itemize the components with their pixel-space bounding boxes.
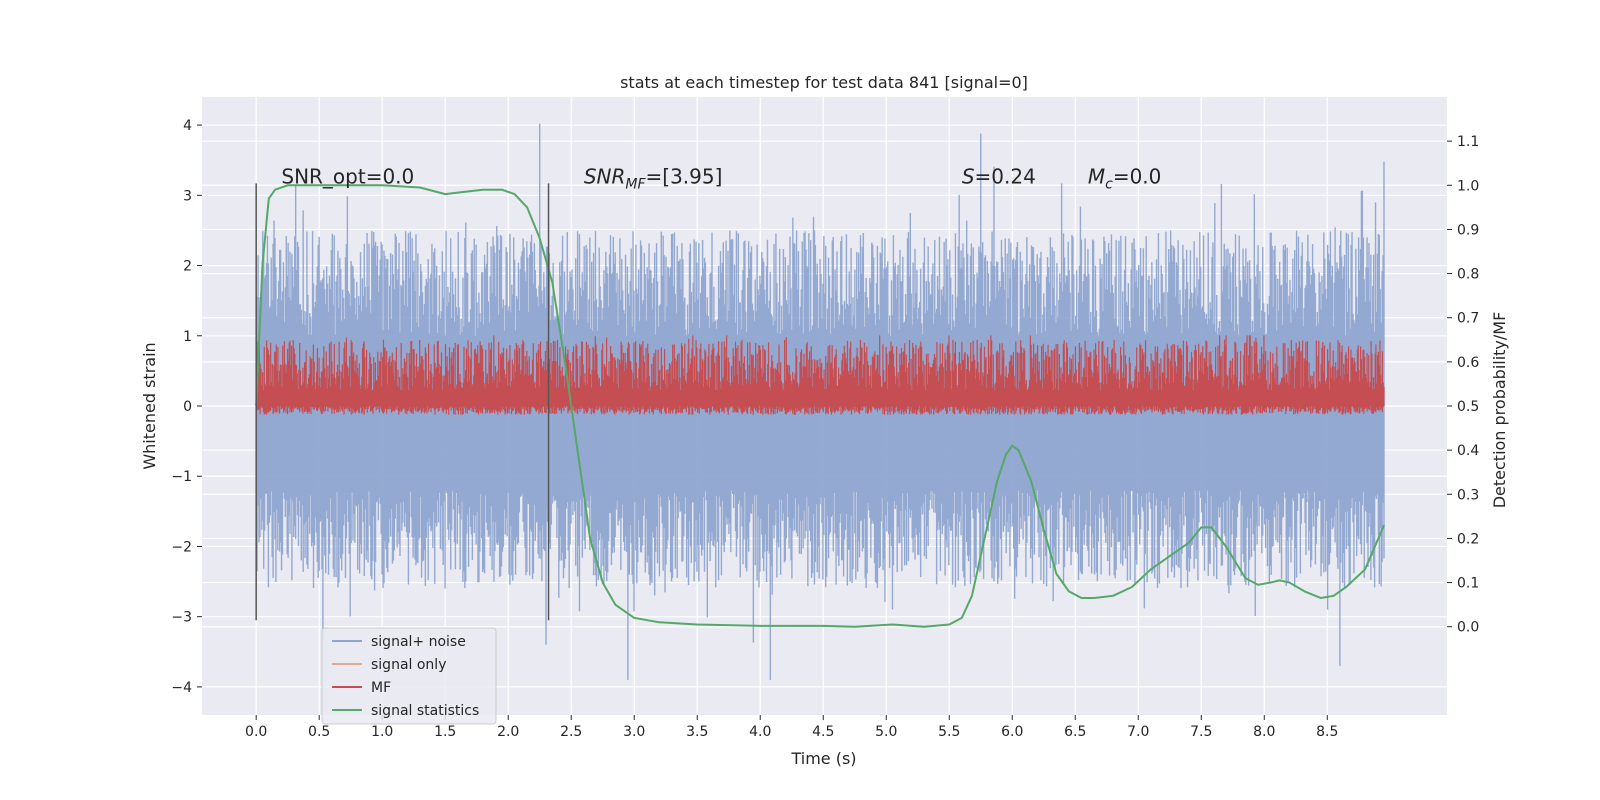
legend-label-signal-only: signal only [371,657,446,673]
x-tick-label: 2.5 [560,724,582,740]
y-right-tick-label: 1.0 [1457,178,1479,194]
vertical-markers [255,183,550,621]
annotation-label: SNRMF=[3.95] [584,164,723,192]
y-left-tick-label: −1 [171,469,192,485]
y-right-axis-ticks: 1.1 1.0 0.9 0.8 0.7 0.6 0.5 0.4 0.3 0.2 0.1 0.0 [1447,134,1479,636]
x-tick-label: 8.5 [1316,724,1338,740]
y-right-tick-label: 0.1 [1457,576,1479,592]
legend-box [321,627,497,725]
annotation-label: SNR_opt=0.0 [281,164,414,188]
y-right-tick-label: 0.5 [1457,399,1479,415]
x-tick-label: 0.5 [308,724,330,740]
y-right-tick-label: 0.3 [1457,487,1479,503]
y-left-axis-ticks: 4 3 2 1 0 −1 −2 −3 −4 [171,118,202,696]
legend-label-signal-statistics: signal statistics [371,703,479,719]
x-axis-ticks: 0.0 0.5 1.0 1.5 2.0 2.5 3.0 3.5 4.0 4.5 5.0 5.5 6.0 6… [245,715,1338,740]
x-tick-label: 3.5 [686,724,708,740]
y-right-tick-label: 0.4 [1457,443,1479,459]
x-tick-label: 3.0 [623,724,645,740]
x-tick-label: 7.5 [1190,724,1212,740]
y-left-tick-label: 0 [183,399,192,415]
legend-label-signal-noise: signal+ noise [371,634,466,650]
x-tick-label: 0.0 [245,724,267,740]
annotation-label: S=0.24 [962,164,1036,188]
y-left-tick-label: 1 [183,329,192,345]
signal-statistics-line [255,184,1385,628]
chart-title: stats at each timestep for test data 841… [620,73,1028,92]
y-right-tick-label: 1.1 [1457,134,1479,150]
x-tick-label: 4.0 [749,724,771,740]
x-tick-label: 6.0 [1001,724,1023,740]
x-tick-label: 1.0 [371,724,393,740]
x-tick-label: 7.0 [1127,724,1149,740]
x-axis-title: Time (s) [790,749,856,768]
y-right-axis-title: Detection probability/MF [1490,312,1509,509]
y-right-tick-label: 0.8 [1457,267,1479,283]
x-tick-label: 2.0 [497,724,519,740]
y-right-tick-label: 0.6 [1457,355,1479,371]
annotation-label: Mc=0.0 [1088,164,1162,192]
y-left-tick-label: 4 [183,118,192,134]
x-tick-label: 6.5 [1064,724,1086,740]
legend: signal+ noise signal only MF signal stat… [321,627,497,725]
y-right-tick-label: 0.7 [1457,311,1479,327]
y-left-axis-title: Whitened strain [140,342,159,469]
legend-label-mf: MF [371,680,391,696]
y-left-tick-label: 3 [183,188,192,204]
y-left-tick-label: −2 [171,539,192,555]
y-left-tick-label: −4 [171,680,192,696]
x-tick-label: 5.0 [875,724,897,740]
x-tick-label: 1.5 [434,724,456,740]
y-right-tick-label: 0.0 [1457,620,1479,636]
x-tick-label: 5.5 [938,724,960,740]
x-tick-label: 8.0 [1253,724,1275,740]
y-left-tick-label: 2 [183,259,192,275]
x-tick-label: 4.5 [812,724,834,740]
y-right-tick-label: 0.2 [1457,531,1479,547]
y-right-tick-label: 0.9 [1457,222,1479,238]
signal-statistics-series [255,184,1385,628]
annotations: SNR_opt=0.0 SNRMF=[3.95] S=0.24 Mc=0.0 [281,164,1161,192]
y-left-tick-label: −3 [171,610,192,626]
